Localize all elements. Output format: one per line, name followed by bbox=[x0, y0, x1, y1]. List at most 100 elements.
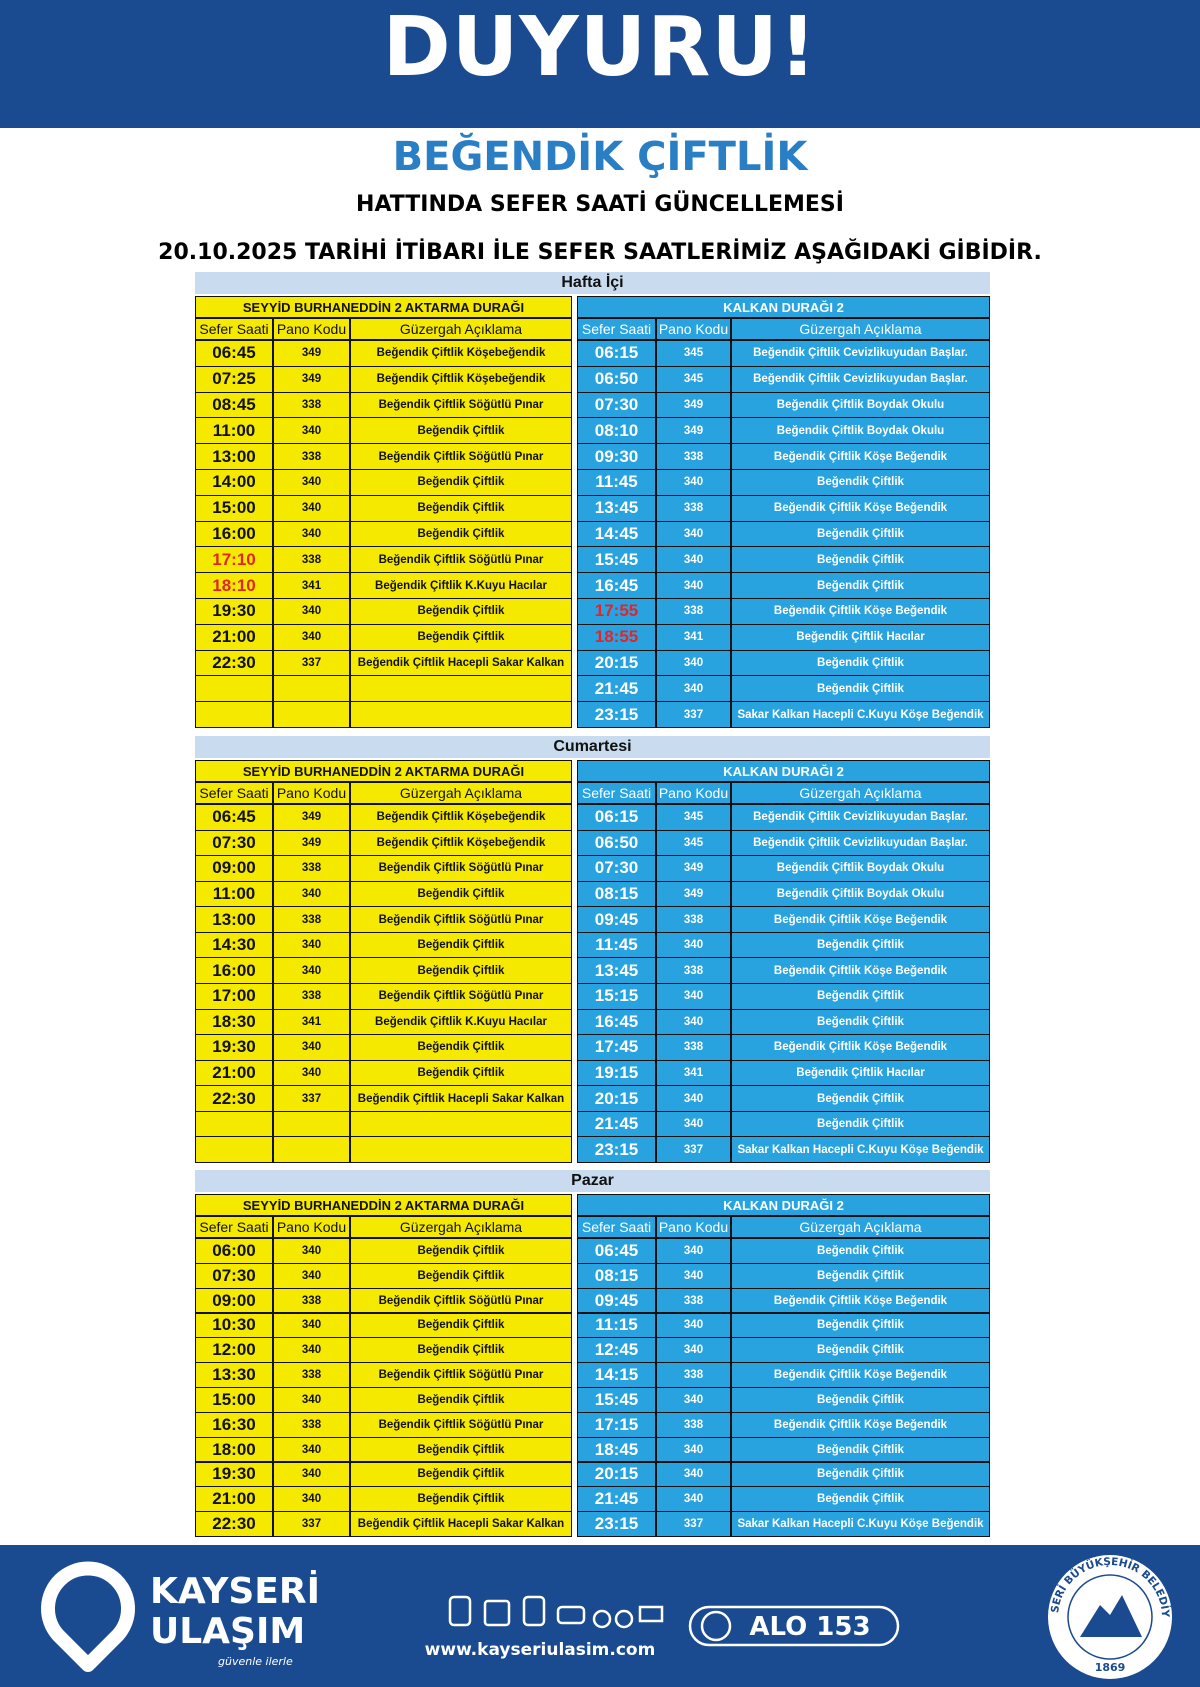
schedule-desc: Beğendik Çiftlik Cevizlikuyudan Başlar. bbox=[731, 365, 990, 393]
schedule-time: 06:00 bbox=[195, 1238, 273, 1264]
schedule-code: 340 bbox=[273, 1461, 350, 1488]
schedule-code: 340 bbox=[656, 546, 731, 574]
schedule-time: 06:45 bbox=[195, 340, 273, 367]
schedule-desc: Beğendik Çiftlik bbox=[731, 1486, 990, 1513]
stop-name: KALKAN DURAĞI 2 bbox=[577, 1194, 990, 1216]
schedule-desc: Beğendik Çiftlik Hacepli Sakar Kalkan bbox=[350, 1511, 572, 1537]
schedule-code: 338 bbox=[273, 983, 350, 1010]
header-band bbox=[0, 0, 1200, 128]
schedule-desc: Beğendik Çiftlik bbox=[731, 1312, 990, 1339]
schedule-time: 16:00 bbox=[195, 957, 273, 984]
schedule-desc: Beğendik Çiftlik bbox=[350, 1436, 572, 1463]
schedule-time: 15:00 bbox=[195, 494, 273, 522]
schedule-code: 337 bbox=[656, 1511, 731, 1537]
schedule-desc: Beğendik Çiftlik Söğütlü Pınar bbox=[350, 983, 572, 1010]
schedule-code: 340 bbox=[273, 494, 350, 522]
schedule-time: 08:10 bbox=[577, 417, 656, 445]
schedule-desc: Beğendik Çiftlik bbox=[350, 1486, 572, 1513]
empty-cell bbox=[273, 701, 350, 728]
schedule-code: 340 bbox=[273, 1337, 350, 1364]
schedule-desc: Beğendik Çiftlik bbox=[350, 1337, 572, 1364]
schedule-desc: Beğendik Çiftlik bbox=[731, 983, 990, 1010]
schedule-time: 23:15 bbox=[577, 701, 656, 728]
schedule-code: 340 bbox=[273, 880, 350, 908]
brand-top: KAYSERİ bbox=[150, 1570, 320, 1612]
schedule-time: 21:45 bbox=[577, 1486, 656, 1513]
section-title: Cumartesi bbox=[195, 736, 990, 758]
schedule-code: 341 bbox=[273, 1008, 350, 1036]
schedule-time: 11:15 bbox=[577, 1312, 656, 1339]
schedule-code: 341 bbox=[656, 1059, 731, 1087]
schedule-desc: Beğendik Çiftlik Köşe Beğendik bbox=[731, 1034, 990, 1061]
schedule-time: 18:30 bbox=[195, 1008, 273, 1036]
schedule-code: 345 bbox=[656, 340, 731, 367]
schedule-code: 338 bbox=[273, 391, 350, 419]
schedule-code: 349 bbox=[273, 340, 350, 367]
schedule-code: 340 bbox=[656, 520, 731, 548]
schedule-time: 17:00 bbox=[195, 983, 273, 1010]
schedule-desc: Beğendik Çiftlik bbox=[350, 494, 572, 522]
schedule-time: 20:15 bbox=[577, 1085, 656, 1112]
schedule-code: 340 bbox=[656, 1262, 731, 1289]
schedule-desc: Beğendik Çiftlik bbox=[350, 417, 572, 445]
schedule-code: 340 bbox=[656, 1008, 731, 1036]
schedule-code: 340 bbox=[273, 598, 350, 625]
emblem-year: 1869 bbox=[1095, 1661, 1126, 1674]
slogan: güvenle ilerle bbox=[218, 1655, 293, 1668]
column-header: Güzergah Açıklama bbox=[731, 318, 990, 340]
column-header: Sefer Saati bbox=[577, 782, 656, 804]
schedule-time: 06:45 bbox=[577, 1238, 656, 1264]
column-header: Güzergah Açıklama bbox=[731, 1216, 990, 1238]
empty-cell bbox=[273, 1136, 350, 1163]
schedule-code: 340 bbox=[273, 1238, 350, 1264]
schedule-code: 340 bbox=[656, 1461, 731, 1488]
schedule-desc: Beğendik Çiftlik Boydak Okulu bbox=[731, 880, 990, 908]
empty-cell bbox=[195, 1136, 273, 1163]
schedule-desc: Beğendik Çiftlik Cevizlikuyudan Başlar. bbox=[731, 829, 990, 857]
schedule-code: 338 bbox=[656, 1034, 731, 1061]
schedule-time: 18:00 bbox=[195, 1436, 273, 1463]
schedule-desc: Beğendik Çiftlik Köşe Beğendik bbox=[731, 957, 990, 984]
schedule-time: 13:30 bbox=[195, 1362, 273, 1388]
phone-icon bbox=[700, 1610, 732, 1642]
schedule-time: 21:45 bbox=[577, 675, 656, 703]
schedule-code: 340 bbox=[656, 469, 731, 496]
schedule-desc: Beğendik Çiftlik Söğütlü Pınar bbox=[350, 855, 572, 882]
schedule-desc: Beğendik Çiftlik Boydak Okulu bbox=[731, 417, 990, 445]
column-header: Güzergah Açıklama bbox=[350, 1216, 572, 1238]
brand-logo bbox=[41, 1561, 135, 1672]
column-header: Güzergah Açıklama bbox=[731, 782, 990, 804]
schedule-code: 340 bbox=[273, 520, 350, 548]
schedule-desc: Sakar Kalkan Hacepli C.Kuyu Köşe Beğendi… bbox=[731, 701, 990, 728]
column-header: Sefer Saati bbox=[195, 1216, 273, 1238]
schedule-code: 340 bbox=[273, 957, 350, 984]
footer-art: KAYSERİ ULAŞIM güvenle ilerle www.kayser… bbox=[0, 1545, 1172, 1679]
column-header: Sefer Saati bbox=[577, 1216, 656, 1238]
schedule-desc: Beğendik Çiftlik bbox=[350, 1262, 572, 1289]
schedule-time: 16:00 bbox=[195, 520, 273, 548]
schedule-code: 340 bbox=[656, 572, 731, 599]
schedule-code: 340 bbox=[656, 1436, 731, 1463]
schedule-code: 338 bbox=[656, 443, 731, 470]
schedule-time: 17:55 bbox=[577, 598, 656, 625]
schedule-time: 15:00 bbox=[195, 1387, 273, 1413]
schedule-desc: Beğendik Çiftlik Köşe Beğendik bbox=[731, 443, 990, 470]
hotline: ALO 153 bbox=[749, 1612, 870, 1642]
schedule-time: 19:30 bbox=[195, 598, 273, 625]
hotline-pill bbox=[688, 1605, 900, 1647]
schedule-code: 340 bbox=[656, 1387, 731, 1413]
schedule-desc: Beğendik Çiftlik bbox=[350, 957, 572, 984]
schedule-time: 17:15 bbox=[577, 1411, 656, 1438]
schedule-time: 09:00 bbox=[195, 855, 273, 882]
schedule-code: 340 bbox=[656, 675, 731, 703]
schedule-desc: Sakar Kalkan Hacepli C.Kuyu Köşe Beğendi… bbox=[731, 1136, 990, 1163]
schedule-time: 11:00 bbox=[195, 417, 273, 445]
schedule-desc: Beğendik Çiftlik Cevizlikuyudan Başlar. bbox=[731, 340, 990, 367]
schedule-time: 07:30 bbox=[577, 391, 656, 419]
schedule-code: 340 bbox=[656, 1312, 731, 1339]
schedule-time: 09:00 bbox=[195, 1287, 273, 1314]
schedule-desc: Beğendik Çiftlik bbox=[731, 1387, 990, 1413]
schedule-code: 340 bbox=[656, 983, 731, 1010]
schedule-code: 337 bbox=[273, 1085, 350, 1112]
